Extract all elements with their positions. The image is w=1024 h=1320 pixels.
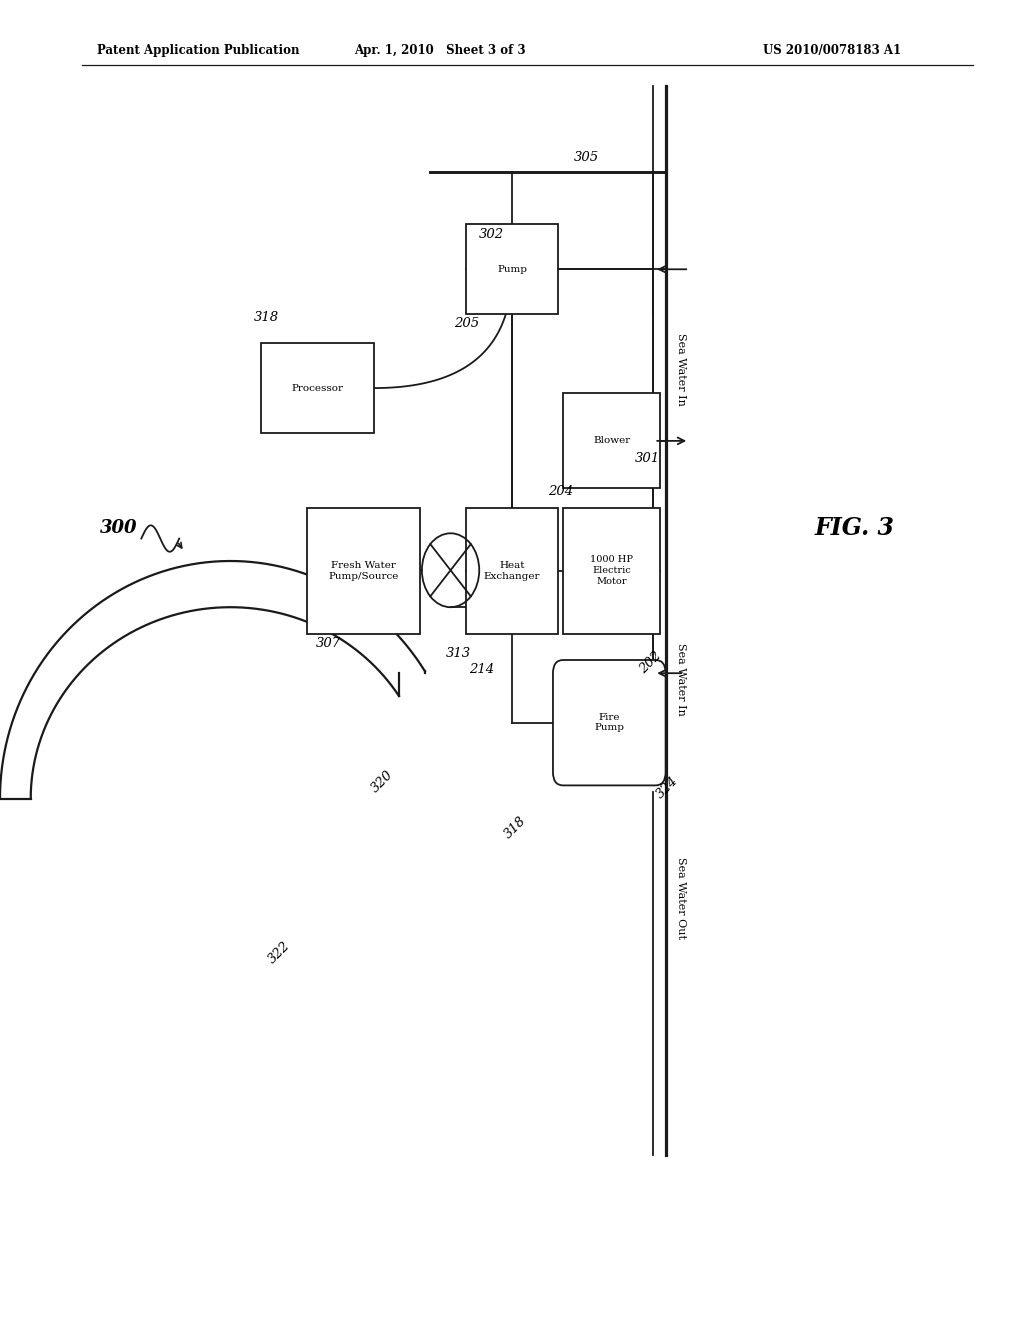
Text: Apr. 1, 2010   Sheet 3 of 3: Apr. 1, 2010 Sheet 3 of 3 [354,44,526,57]
Bar [466,224,558,314]
Text: US 2010/0078183 A1: US 2010/0078183 A1 [763,44,901,57]
Text: 320: 320 [369,768,395,795]
Bar [466,508,558,634]
Text: 1000 HP
Electric
Motor: 1000 HP Electric Motor [591,556,633,586]
Text: 205: 205 [454,317,479,330]
Text: 313: 313 [445,647,471,660]
Text: 300: 300 [100,519,138,537]
Text: Sea Water In: Sea Water In [676,333,686,407]
Text: Pump: Pump [497,265,527,273]
FancyBboxPatch shape [553,660,666,785]
Text: 214: 214 [469,663,495,676]
Text: 204: 204 [548,484,573,498]
Text: 302: 302 [479,227,505,240]
Text: Blower: Blower [593,437,631,445]
Text: Processor: Processor [292,384,343,392]
Text: Fire
Pump: Fire Pump [594,713,625,733]
Text: 324: 324 [653,775,680,801]
Text: 301: 301 [635,451,660,465]
Bar [563,393,660,488]
Bar [307,508,420,634]
Text: FIG. 3: FIG. 3 [814,516,894,540]
Text: Fresh Water
Pump/Source: Fresh Water Pump/Source [329,561,398,581]
Text: 307: 307 [315,636,341,649]
Text: 305: 305 [573,150,599,164]
Text: 322: 322 [266,940,293,966]
Text: 202: 202 [637,649,664,676]
Text: 318: 318 [502,814,528,841]
Bar [261,343,374,433]
Text: Sea Water In: Sea Water In [676,643,686,717]
Text: Heat
Exchanger: Heat Exchanger [483,561,541,581]
Text: Sea Water Out: Sea Water Out [676,857,686,939]
Text: Patent Application Publication: Patent Application Publication [97,44,300,57]
Text: 318: 318 [254,310,280,323]
Bar [563,508,660,634]
